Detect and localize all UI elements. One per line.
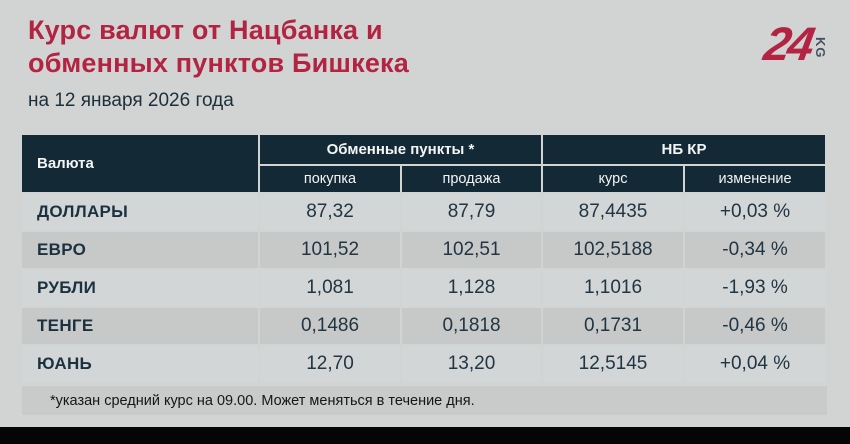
currency-name: ЮАНЬ <box>22 346 258 382</box>
currency-name: ЕВРО <box>22 232 258 268</box>
header-buy: покупка <box>260 166 400 192</box>
change-value: -1,93 % <box>685 270 825 306</box>
logo-24-text: 24 <box>760 17 816 70</box>
header-group-exchange-points: Обменные пункты * <box>260 135 541 164</box>
logo-kg-text: KG <box>813 37 828 59</box>
buy-value: 0,1486 <box>260 308 400 344</box>
rate-value: 87,4435 <box>543 194 683 230</box>
change-value: +0,03 % <box>685 194 825 230</box>
page-title-line1: Курс валют от Нацбанка и <box>28 15 383 45</box>
rates-table-header: Валюта Обменные пункты * НБ КР покупка п… <box>22 135 825 192</box>
sell-value: 102,51 <box>402 232 541 268</box>
sell-value: 87,79 <box>402 194 541 230</box>
currency-name: РУБЛИ <box>22 270 258 306</box>
header-group-nbkr: НБ КР <box>543 135 825 164</box>
change-value: -0,46 % <box>685 308 825 344</box>
header-sell: продажа <box>402 166 541 192</box>
page-title: Курс валют от Нацбанка и обменных пункто… <box>28 14 409 80</box>
header-currency: Валюта <box>22 135 258 192</box>
sell-value: 13,20 <box>402 346 541 382</box>
buy-value: 1,081 <box>260 270 400 306</box>
rate-value: 102,5188 <box>543 232 683 268</box>
sell-value: 1,128 <box>402 270 541 306</box>
page-title-line2: обменных пунктов Бишкека <box>28 48 409 78</box>
header-change: изменение <box>685 166 825 192</box>
bottom-black-bar <box>0 427 850 444</box>
footnote-text: *указан средний курс на 09.00. Может мен… <box>50 392 475 409</box>
change-value: -0,34 % <box>685 232 825 268</box>
rate-value: 0,1731 <box>543 308 683 344</box>
change-value: +0,04 % <box>685 346 825 382</box>
buy-value: 101,52 <box>260 232 400 268</box>
buy-value: 12,70 <box>260 346 400 382</box>
rate-value: 12,5145 <box>543 346 683 382</box>
24kg-logo: 24 KG <box>760 17 828 70</box>
footnote-bar: *указан средний курс на 09.00. Может мен… <box>22 386 827 415</box>
currency-name: ДОЛЛАРЫ <box>22 194 258 230</box>
header-rate: курс <box>543 166 683 192</box>
date-subtitle: на 12 января 2026 года <box>28 90 234 111</box>
rate-value: 1,1016 <box>543 270 683 306</box>
sell-value: 0,1818 <box>402 308 541 344</box>
buy-value: 87,32 <box>260 194 400 230</box>
currency-name: ТЕНГЕ <box>22 308 258 344</box>
rates-table-body: ДОЛЛАРЫ 87,32 87,79 87,4435 +0,03 % ЕВРО… <box>22 194 825 382</box>
